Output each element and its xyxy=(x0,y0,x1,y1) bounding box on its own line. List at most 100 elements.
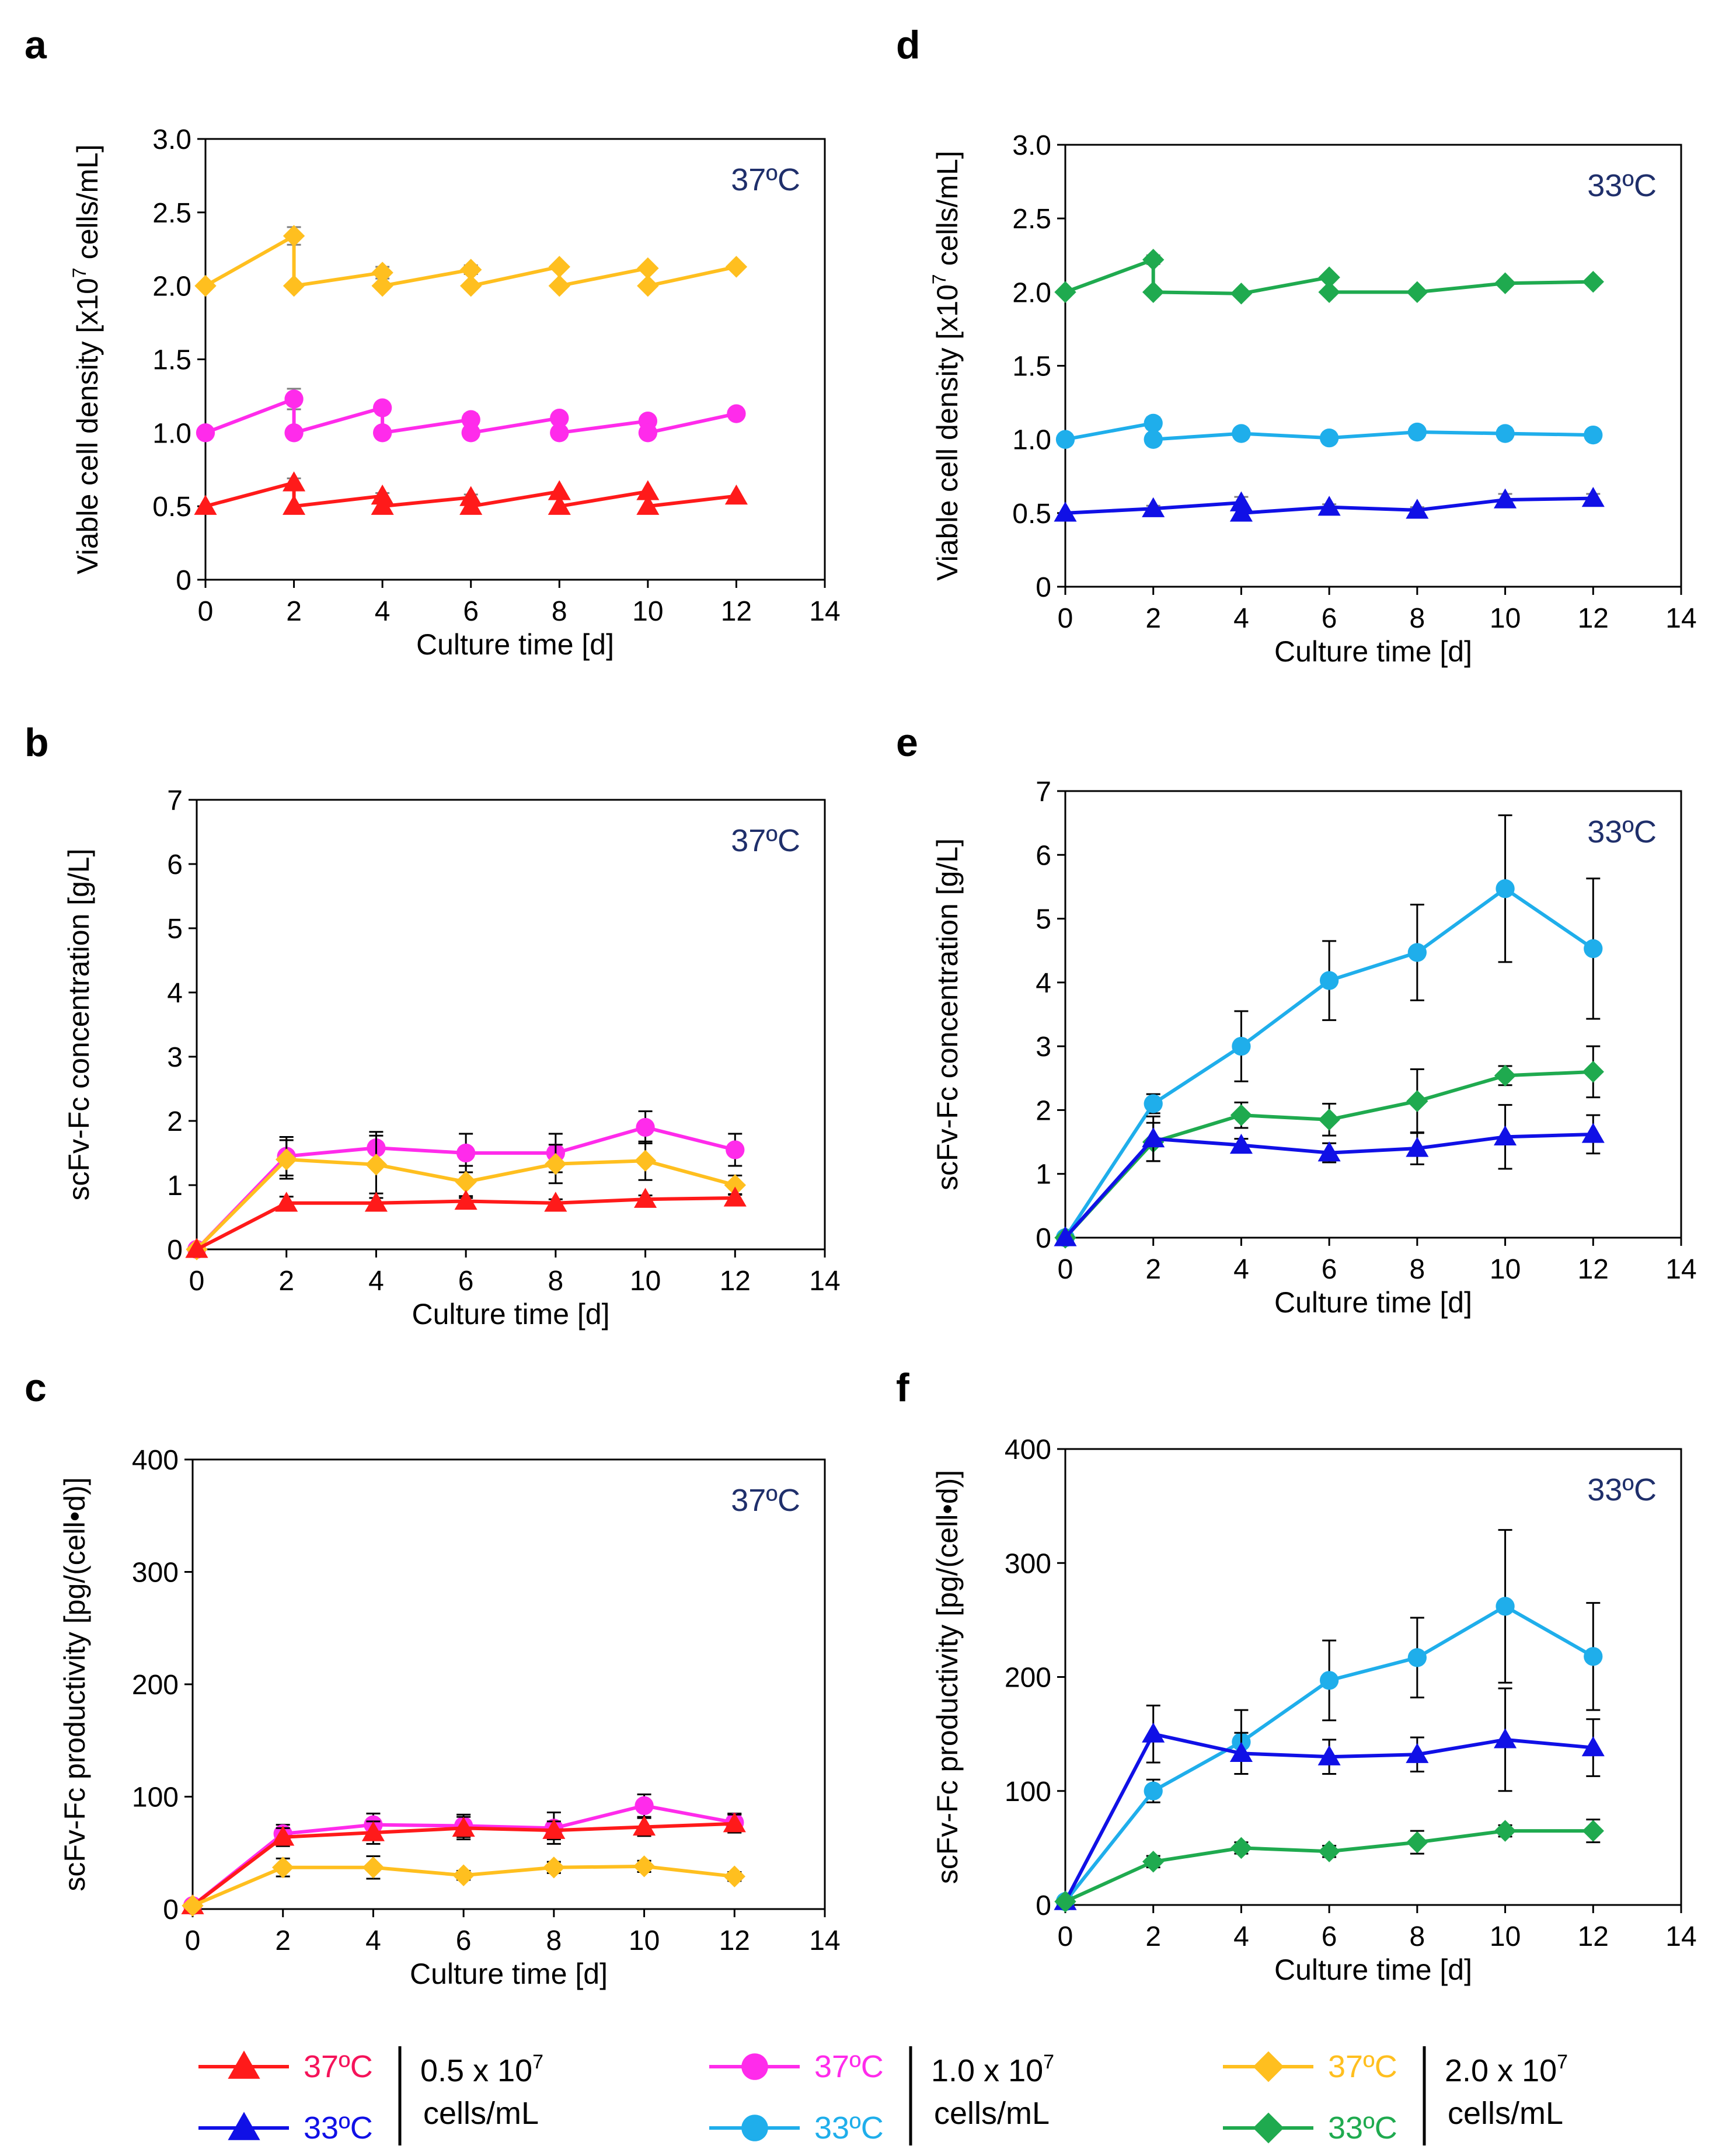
legend-marker xyxy=(228,2112,260,2140)
x-tick-label: 2 xyxy=(286,596,302,627)
data-point xyxy=(1317,1745,1341,1765)
data-point xyxy=(372,398,392,417)
data-point xyxy=(1407,943,1427,962)
x-tick-label: 12 xyxy=(1578,603,1609,634)
y-tick-label: 5 xyxy=(1036,904,1051,935)
y-tick-label: 3 xyxy=(167,1042,183,1073)
y-tick-label: 2 xyxy=(167,1106,183,1137)
x-tick-label: 2 xyxy=(1145,1254,1161,1285)
legend-density-sup: 7 xyxy=(1557,2051,1568,2073)
legend-density-part: 1.0 x 10 xyxy=(931,2053,1043,2088)
x-tick-label: 4 xyxy=(1233,1254,1249,1285)
data-point xyxy=(1229,1133,1253,1154)
legend-marker xyxy=(1253,2051,1284,2082)
data-point xyxy=(1406,281,1428,304)
y-tick-label: 0 xyxy=(167,1235,183,1266)
panel-label: b xyxy=(25,720,49,765)
y-tick-label: 0 xyxy=(163,1894,179,1925)
y-tick-label: 0 xyxy=(1036,1890,1051,1921)
data-point xyxy=(550,423,569,443)
data-point xyxy=(1496,1597,1515,1616)
x-axis-title: Culture time [d] xyxy=(412,1298,609,1330)
data-point xyxy=(272,1857,294,1879)
y-tick-label: 3 xyxy=(1036,1032,1051,1063)
y-tick-label: 0 xyxy=(1036,572,1051,603)
data-point xyxy=(271,1826,295,1846)
y-tick-label: 6 xyxy=(1036,840,1051,871)
legend-marker xyxy=(228,2050,260,2079)
data-point xyxy=(548,480,571,500)
y-axis-title-part: cells/mL] xyxy=(71,144,104,267)
legend-label: 37ºC xyxy=(814,2049,884,2084)
x-tick-label: 14 xyxy=(1665,1921,1696,1952)
data-point xyxy=(636,1117,655,1137)
legend-group-3: 37ºC 33ºC 2.0 x 107 cells/mL xyxy=(1223,2046,1568,2145)
data-point xyxy=(545,1153,567,1175)
x-tick-label: 10 xyxy=(1490,603,1521,634)
data-point xyxy=(1230,283,1253,305)
y-tick-label: 2 xyxy=(1036,1095,1051,1126)
data-point xyxy=(371,262,393,284)
y-tick-label: 0.5 xyxy=(1012,499,1051,530)
data-point xyxy=(1232,1036,1251,1056)
data-point xyxy=(1142,1127,1165,1148)
plot-frame xyxy=(1064,144,1682,588)
x-tick-label: 12 xyxy=(719,1925,750,1956)
data-point xyxy=(1581,487,1605,507)
y-tick-label: 1.5 xyxy=(152,345,191,376)
data-point xyxy=(543,1857,565,1879)
y-axis-title-part: scFv-Fc concentration [g/L] xyxy=(931,838,964,1190)
x-tick-label: 14 xyxy=(809,1266,840,1297)
x-tick-label: 6 xyxy=(1322,1254,1337,1285)
data-point xyxy=(1494,1820,1517,1842)
y-tick-label: 7 xyxy=(1036,776,1051,807)
y-tick-label: 3.0 xyxy=(1012,130,1051,161)
x-tick-label: 4 xyxy=(1233,1921,1249,1952)
x-tick-label: 8 xyxy=(548,1266,564,1297)
legend-density-sup: 7 xyxy=(1043,2051,1054,2073)
legend-label: 33ºC xyxy=(304,2110,373,2145)
series-2 xyxy=(196,388,746,443)
y-tick-label: 1 xyxy=(167,1171,183,1201)
data-point xyxy=(1318,1109,1340,1131)
data-point xyxy=(1317,1141,1341,1162)
y-tick-label: 0 xyxy=(1036,1223,1051,1254)
x-tick-label: 10 xyxy=(1490,1254,1521,1285)
y-axis-title: Viable cell density [x107 cells/mL] xyxy=(69,144,104,574)
legend-units: cells/mL xyxy=(1448,2096,1563,2131)
x-tick-label: 4 xyxy=(1233,603,1249,634)
data-point xyxy=(636,494,660,515)
y-tick-label: 200 xyxy=(132,1670,179,1701)
series-1 xyxy=(183,1793,744,1915)
y-tick-label: 300 xyxy=(1005,1548,1051,1579)
x-tick-label: 4 xyxy=(375,596,391,627)
series-3 xyxy=(1054,1104,1605,1246)
data-point xyxy=(723,1812,746,1833)
legend-label: 33ºC xyxy=(1328,2110,1397,2145)
y-axis-title-part: scFv-Fc productivity [pg/(cell•d)] xyxy=(58,1477,91,1891)
data-point xyxy=(283,494,306,515)
y-tick-label: 400 xyxy=(1005,1434,1051,1465)
data-point xyxy=(461,410,480,429)
temperature-label: 37ºC xyxy=(731,162,800,197)
x-tick-label: 8 xyxy=(1410,603,1425,634)
x-tick-label: 4 xyxy=(365,1925,381,1956)
series-3 xyxy=(1054,487,1605,522)
series-2 xyxy=(181,1812,746,1914)
data-point xyxy=(1496,879,1515,898)
x-tick-label: 0 xyxy=(1058,603,1073,634)
chart-panel-f: f 0 100 200 300 400 0 2 4 6 8 10 12 14 Culture time [d… xyxy=(896,1366,1697,1986)
x-tick-label: 0 xyxy=(1058,1254,1073,1285)
data-point xyxy=(1584,1647,1603,1666)
data-point xyxy=(1406,1743,1429,1763)
data-point xyxy=(1230,1837,1253,1859)
temperature-label: 33ºC xyxy=(1587,168,1657,203)
y-tick-label: 6 xyxy=(167,849,183,880)
data-point xyxy=(1142,497,1165,517)
x-tick-label: 8 xyxy=(1410,1254,1425,1285)
data-point xyxy=(1318,266,1340,288)
series-3 xyxy=(1054,1819,1604,1913)
data-point xyxy=(194,274,217,297)
x-tick-label: 10 xyxy=(630,1266,661,1297)
